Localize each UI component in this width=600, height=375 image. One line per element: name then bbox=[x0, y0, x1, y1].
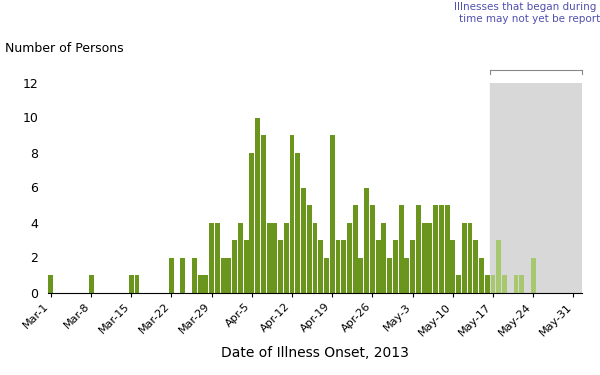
Bar bbox=[473, 240, 478, 292]
Bar bbox=[307, 205, 311, 292]
Bar bbox=[250, 153, 254, 292]
Bar bbox=[353, 205, 358, 292]
Bar bbox=[404, 258, 409, 292]
Bar bbox=[169, 258, 174, 292]
Bar bbox=[319, 240, 323, 292]
Bar bbox=[387, 258, 392, 292]
Bar bbox=[284, 222, 289, 292]
Bar bbox=[313, 222, 317, 292]
Bar bbox=[244, 240, 248, 292]
Bar bbox=[502, 275, 507, 292]
Bar bbox=[467, 222, 472, 292]
Bar bbox=[398, 205, 404, 292]
Bar bbox=[232, 240, 237, 292]
Bar bbox=[226, 258, 232, 292]
Bar bbox=[215, 222, 220, 292]
Bar bbox=[393, 240, 398, 292]
Bar bbox=[192, 258, 197, 292]
Bar bbox=[134, 275, 139, 292]
Bar bbox=[491, 275, 496, 292]
Bar bbox=[255, 117, 260, 292]
Bar bbox=[451, 240, 455, 292]
Bar bbox=[295, 153, 300, 292]
Bar bbox=[324, 258, 329, 292]
Bar bbox=[514, 275, 518, 292]
Bar bbox=[490, 82, 582, 292]
Bar bbox=[519, 275, 524, 292]
Bar bbox=[209, 222, 214, 292]
Text: Number of Persons: Number of Persons bbox=[5, 42, 124, 55]
X-axis label: Date of Illness Onset, 2013: Date of Illness Onset, 2013 bbox=[221, 346, 409, 360]
Bar bbox=[456, 275, 461, 292]
Bar bbox=[335, 240, 340, 292]
Bar bbox=[261, 135, 266, 292]
Bar bbox=[422, 222, 427, 292]
Bar bbox=[129, 275, 134, 292]
Bar bbox=[416, 205, 421, 292]
Bar bbox=[290, 135, 295, 292]
Bar bbox=[89, 275, 94, 292]
Bar bbox=[439, 205, 444, 292]
Bar bbox=[445, 205, 449, 292]
Bar bbox=[198, 275, 203, 292]
Bar bbox=[370, 205, 375, 292]
Bar bbox=[341, 240, 346, 292]
Bar bbox=[278, 240, 283, 292]
Bar bbox=[496, 240, 501, 292]
Bar bbox=[238, 222, 243, 292]
Text: Illnesses that began during this
time may not yet be reported: Illnesses that began during this time ma… bbox=[454, 2, 600, 24]
Bar bbox=[479, 258, 484, 292]
Bar bbox=[221, 258, 226, 292]
Bar bbox=[272, 222, 277, 292]
Bar bbox=[376, 240, 380, 292]
Bar bbox=[301, 188, 306, 292]
Bar bbox=[410, 240, 415, 292]
Bar bbox=[433, 205, 438, 292]
Bar bbox=[181, 258, 185, 292]
Bar bbox=[531, 258, 536, 292]
Bar bbox=[364, 188, 369, 292]
Bar bbox=[358, 258, 364, 292]
Bar bbox=[49, 275, 53, 292]
Bar bbox=[347, 222, 352, 292]
Bar bbox=[266, 222, 272, 292]
Bar bbox=[427, 222, 432, 292]
Bar bbox=[330, 135, 335, 292]
Bar bbox=[382, 222, 386, 292]
Bar bbox=[462, 222, 467, 292]
Bar bbox=[485, 275, 490, 292]
Bar bbox=[203, 275, 208, 292]
